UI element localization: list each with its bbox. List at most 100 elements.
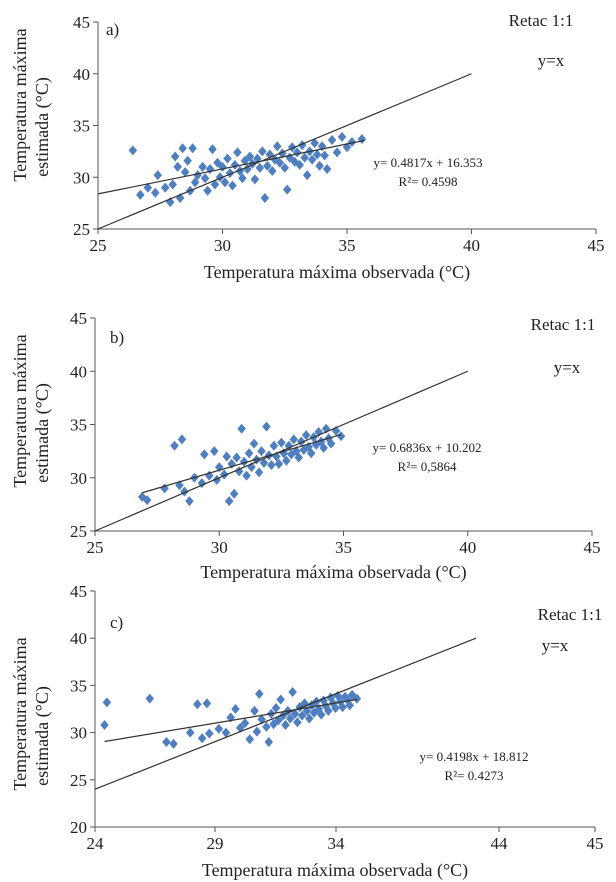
y-axis-label: estimada (°C) [32, 383, 53, 483]
data-points [128, 131, 367, 208]
data-point [102, 697, 112, 708]
data-point [200, 449, 209, 460]
data-point [162, 737, 171, 748]
data-point [203, 185, 212, 196]
data-point [250, 705, 259, 716]
data-point [260, 192, 270, 203]
data-point [295, 159, 304, 170]
data-point [100, 720, 109, 731]
y-axis-label: estimada (°C) [32, 77, 53, 177]
chart-panel-1: 25 30 35 40 45 25 30 35 40 45 Temperatura máxima o… [10, 11, 605, 283]
reference-label: Retac 1:1 [531, 315, 596, 334]
data-point [245, 734, 255, 745]
x-tick-label: 44 [491, 834, 509, 853]
x-tick-label: 29 [207, 834, 224, 853]
y-tick-label: 25 [70, 522, 87, 541]
data-point [178, 143, 187, 154]
y-tick-label: 45 [73, 13, 90, 32]
data-point [136, 189, 145, 200]
data-point [327, 134, 337, 145]
data-point [173, 161, 182, 172]
y-axis-label: Temperatura máxima [10, 334, 30, 487]
data-point [210, 446, 219, 457]
data-point [322, 163, 332, 174]
data-point [293, 717, 302, 728]
data-point [301, 430, 311, 441]
data-point [231, 704, 240, 714]
data-point [232, 452, 241, 463]
data-points [100, 687, 362, 749]
data-point [233, 147, 242, 158]
x-tick-label: 34 [328, 834, 346, 853]
data-point [254, 467, 264, 478]
y-tick-label: 35 [70, 416, 87, 435]
y-tick-label: 40 [70, 362, 87, 381]
regression-r2: R²= 0.4273 [445, 768, 504, 783]
x-axis-label: Temperatura máxima observada (°C) [200, 562, 466, 583]
data-point [302, 170, 312, 181]
data-point [326, 438, 336, 449]
data-point [151, 187, 160, 198]
data-point [239, 456, 249, 467]
panel-label: c) [110, 613, 123, 632]
data-point [297, 710, 307, 721]
data-point [200, 173, 210, 184]
data-point [240, 718, 250, 729]
regression-line [104, 698, 358, 743]
data-point [202, 698, 212, 709]
data-point [277, 437, 286, 448]
y-tick-label: 45 [70, 309, 87, 328]
data-point [276, 694, 285, 705]
data-point [312, 149, 322, 160]
panel-label: b) [110, 328, 124, 347]
x-tick-label: 45 [588, 236, 605, 255]
data-point [315, 160, 324, 171]
y-tick-label: 40 [70, 629, 87, 648]
data-point [168, 179, 177, 190]
data-point [128, 145, 138, 156]
data-point [245, 151, 255, 162]
y-tick-label: 25 [70, 771, 87, 790]
y-tick-label: 35 [73, 117, 90, 136]
data-point [264, 737, 274, 748]
data-point [197, 733, 207, 744]
data-point [305, 713, 314, 724]
data-point [324, 705, 333, 716]
x-tick-label: 25 [90, 236, 107, 255]
data-point [259, 457, 269, 468]
y-tick-label: 35 [70, 676, 87, 695]
regression-equation: y= 0.6836x + 10.202 [373, 440, 482, 455]
data-point [280, 162, 289, 173]
data-point [267, 459, 276, 470]
data-point [224, 496, 234, 507]
data-point [345, 700, 355, 711]
reference-label: Retac 1:1 [509, 11, 574, 30]
data-point [177, 434, 187, 445]
data-point [255, 688, 264, 699]
data-point [228, 180, 237, 191]
data-point [338, 702, 347, 713]
data-point [347, 137, 357, 148]
data-point [238, 173, 247, 184]
data-point [222, 451, 231, 462]
x-tick-label: 30 [211, 538, 228, 557]
x-tick-label: 25 [87, 538, 104, 557]
panel-label: a) [106, 20, 119, 39]
data-point [294, 452, 304, 463]
data-point [208, 144, 217, 155]
data-point [300, 152, 309, 163]
data-point [258, 146, 267, 157]
x-tick-label: 45 [587, 834, 604, 853]
data-point [289, 434, 299, 445]
data-point [205, 728, 214, 739]
data-point [249, 438, 259, 449]
x-tick-label: 24 [87, 834, 105, 853]
regression-r2: R²= 0,5864 [398, 459, 457, 474]
data-point [285, 713, 295, 724]
data-point [307, 154, 317, 165]
data-point [169, 738, 178, 749]
data-point [262, 721, 271, 732]
y-tick-label: 45 [70, 582, 87, 601]
data-point [170, 151, 180, 162]
